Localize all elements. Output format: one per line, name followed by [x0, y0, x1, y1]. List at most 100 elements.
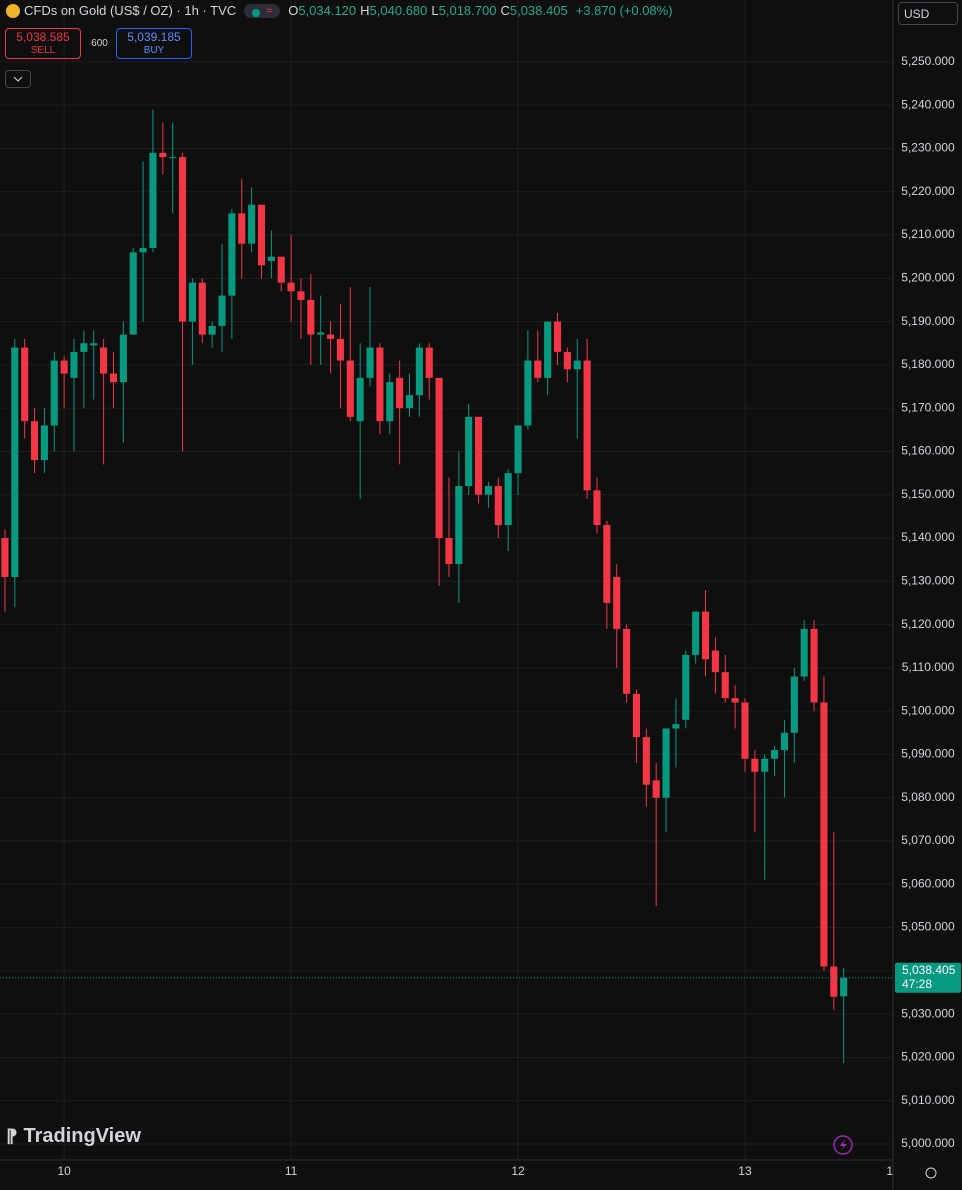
candle-body — [780, 732, 789, 751]
candle-body — [317, 332, 325, 335]
status-dot — [252, 8, 261, 17]
candle-body — [50, 360, 58, 426]
candle-body — [139, 248, 147, 253]
y-tick-label: 5,220.000 — [901, 184, 955, 198]
y-tick-label: 5,070.000 — [901, 833, 955, 847]
candle-body — [830, 966, 838, 997]
y-tick-label: 5,000.000 — [901, 1136, 955, 1150]
candle-body — [623, 628, 631, 694]
candle-body — [573, 360, 581, 370]
candle-body — [307, 299, 315, 335]
chevron — [13, 76, 23, 82]
candle-body — [514, 425, 522, 474]
candle-body — [682, 654, 690, 720]
candle-body — [840, 977, 848, 997]
candle-body — [386, 382, 394, 422]
last-price-label: 5,038.405 — [902, 963, 956, 977]
ohlc-key: C — [500, 3, 510, 18]
candle-body — [544, 321, 552, 378]
y-tick-label: 5,200.000 — [901, 270, 955, 284]
candle-body — [208, 325, 216, 335]
candle-body — [425, 347, 433, 378]
y-tick-label: 5,130.000 — [901, 573, 955, 587]
currency-button[interactable]: USD — [898, 2, 958, 25]
y-tick-label: 5,190.000 — [901, 314, 955, 328]
y-tick-label: 5,160.000 — [901, 444, 955, 458]
candle-body — [761, 758, 769, 772]
candle-body — [336, 338, 344, 361]
candle-body — [109, 373, 118, 383]
symbol-title: CFDs on Gold (US$ / OZ) · 1h · TVC — [24, 3, 237, 18]
candle-body — [820, 702, 828, 967]
candle-body — [228, 213, 236, 296]
y-tick-label: 5,060.000 — [901, 876, 955, 890]
candle-body — [297, 291, 305, 300]
ohlc-value: 5,018.700 — [438, 3, 497, 18]
y-tick-label: 5,180.000 — [901, 357, 955, 371]
sell-label: SELL — [30, 44, 56, 56]
y-tick-label: 5,080.000 — [901, 790, 955, 804]
y-tick-label: 5,090.000 — [901, 747, 955, 761]
alert-bolt — [840, 1139, 847, 1151]
candle-body — [445, 538, 453, 564]
sell-price: 5,038.585 — [16, 29, 70, 44]
candle-body — [80, 343, 88, 352]
candle-body — [1, 538, 9, 577]
candle-body — [692, 611, 700, 655]
quantity[interactable]: 600 — [91, 38, 108, 49]
buy-button[interactable]: 5,039.185 BUY — [116, 28, 192, 59]
candle-body — [327, 334, 335, 339]
header: CFDs on Gold (US$ / OZ) · 1h · TVC ≈ O5,… — [6, 3, 677, 18]
x-tick-label: 12 — [511, 1164, 525, 1178]
collapse-button[interactable] — [5, 70, 31, 88]
candle-body — [277, 256, 285, 283]
candle-body — [100, 347, 108, 374]
candle-body — [356, 377, 364, 422]
candle-body — [662, 728, 670, 798]
candle-body — [376, 347, 384, 422]
candle-body — [494, 486, 502, 526]
candle-body — [593, 490, 601, 526]
brand: ⁋ TradingView — [6, 1125, 141, 1148]
candle-body — [672, 724, 680, 729]
symbol-icon — [6, 3, 20, 18]
brand-mark: ⁋ — [6, 1126, 18, 1146]
y-tick-label: 5,120.000 — [901, 617, 955, 631]
settings-icon[interactable] — [925, 1167, 937, 1179]
alert-icon[interactable] — [833, 1135, 853, 1155]
candle-body — [30, 421, 39, 461]
candle-body — [21, 347, 29, 422]
status-pill[interactable]: ≈ — [244, 3, 281, 18]
last-price-badge — [895, 962, 961, 993]
change: +3.870 (+0.08%) — [575, 3, 673, 18]
candle-body — [178, 157, 187, 322]
candle-body — [563, 351, 571, 370]
y-tick-label: 5,050.000 — [901, 920, 955, 934]
y-tick-label: 5,210.000 — [901, 227, 955, 241]
candle-body — [188, 282, 196, 322]
candle-body — [741, 702, 749, 759]
candle-body — [711, 650, 719, 673]
candle-body — [40, 425, 48, 461]
candle-body — [159, 152, 167, 158]
candle-body — [475, 416, 483, 495]
candle-body — [267, 256, 275, 261]
candle-body — [790, 676, 798, 733]
sell-button[interactable]: 5,038.585 SELL — [5, 28, 81, 59]
candle-body — [257, 204, 266, 266]
grid: 1011121314 — [0, 0, 900, 1178]
ohlc-key: O — [288, 3, 299, 18]
candle-body — [455, 486, 463, 564]
ohlc-value: 5,034.120 — [298, 3, 357, 18]
candle-body — [524, 360, 532, 426]
x-tick-label: 11 — [285, 1164, 298, 1178]
ohlc-key: H — [360, 3, 370, 18]
candle-body — [731, 698, 739, 703]
y-tick-label: 5,140.000 — [901, 530, 955, 544]
candle-body — [504, 473, 512, 526]
candle-body — [366, 347, 374, 378]
